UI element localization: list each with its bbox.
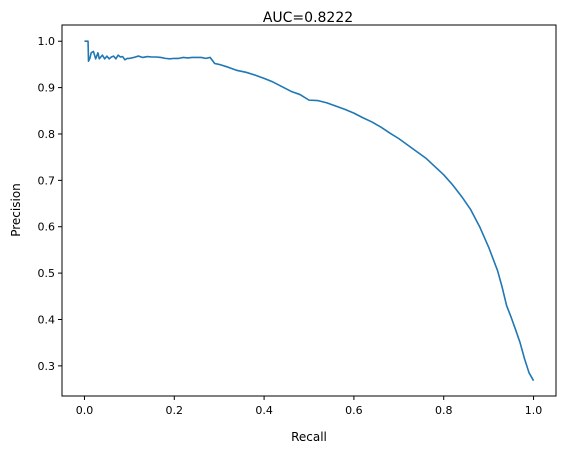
y-tick-label: 0.8 xyxy=(38,128,56,141)
x-tick-label: 0.6 xyxy=(345,404,363,417)
y-tick-label: 0.4 xyxy=(38,313,56,326)
y-axis: 0.3 0.4 0.5 0.6 0.7 0.8 0.9 1.0 xyxy=(38,35,62,373)
y-tick-label: 0.6 xyxy=(38,221,56,234)
plot-content xyxy=(84,40,535,382)
x-axis-label: Recall xyxy=(291,430,327,444)
x-tick-label: 0.2 xyxy=(166,404,184,417)
x-tick-label: 0.4 xyxy=(255,404,273,417)
y-tick-label: 1.0 xyxy=(38,35,56,48)
chart-title: AUC=0.8222 xyxy=(263,10,353,26)
y-axis-label: Precision xyxy=(9,183,23,237)
y-tick-label: 0.7 xyxy=(38,174,56,187)
x-tick-label: 0.8 xyxy=(435,404,453,417)
x-tick-label: 1.0 xyxy=(525,404,543,417)
y-tick-label: 0.9 xyxy=(38,82,56,95)
y-tick-label: 0.5 xyxy=(38,267,56,280)
x-axis: 0.0 0.2 0.4 0.6 0.8 1.0 xyxy=(76,396,543,417)
plot-frame xyxy=(61,24,557,397)
y-tick-label: 0.3 xyxy=(38,360,56,373)
pr-curve-line xyxy=(84,40,535,382)
x-tick-label: 0.0 xyxy=(76,404,94,417)
